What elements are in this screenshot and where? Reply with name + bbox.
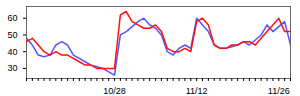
svg-text:11/12: 11/12 [186,86,208,96]
svg-text:40: 40 [7,47,17,57]
svg-text:60: 60 [7,13,17,23]
svg-text:10/28: 10/28 [103,86,126,96]
svg-text:30: 30 [7,63,17,73]
svg-text:50: 50 [7,30,17,40]
svg-text:11/26: 11/26 [268,86,290,96]
